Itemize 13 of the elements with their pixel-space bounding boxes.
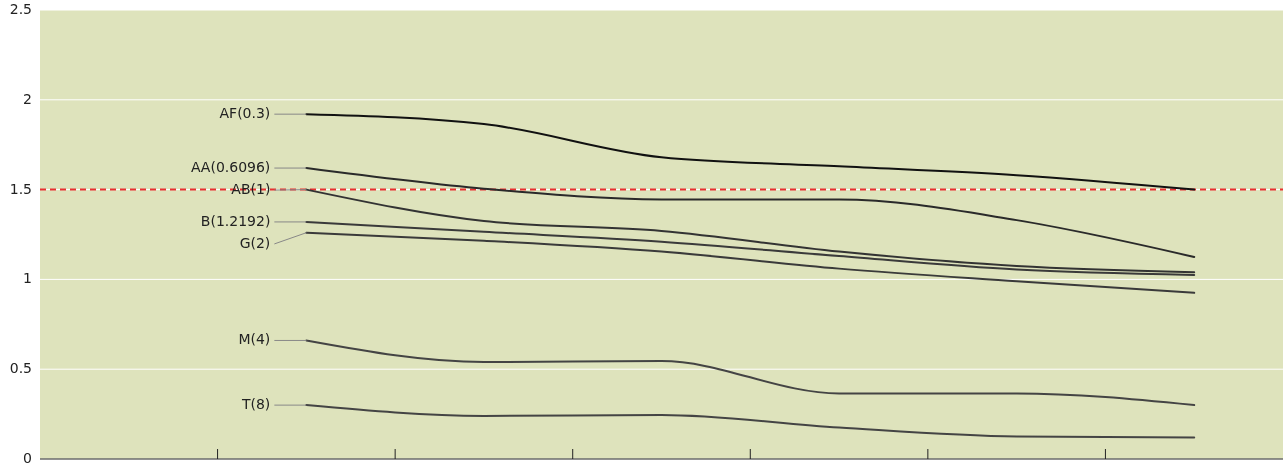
y-tick-label: 2.5 [9,1,32,17]
text: G(2) [239,234,271,251]
y-tick-label: 2 [23,90,32,107]
text: AF(0.3) [219,105,271,122]
text: M(4) [238,331,271,348]
text: AA(0.6096) [190,159,271,176]
y-tick-label: 0.5 [9,360,32,377]
y-tick-label: 1 [23,270,32,287]
y-tick-label: 0 [23,450,32,466]
text: B(1.2192) [200,212,271,229]
text: AB(1) [231,181,271,198]
y-tick-label: 1.5 [9,180,32,197]
text: T(8) [240,396,271,413]
